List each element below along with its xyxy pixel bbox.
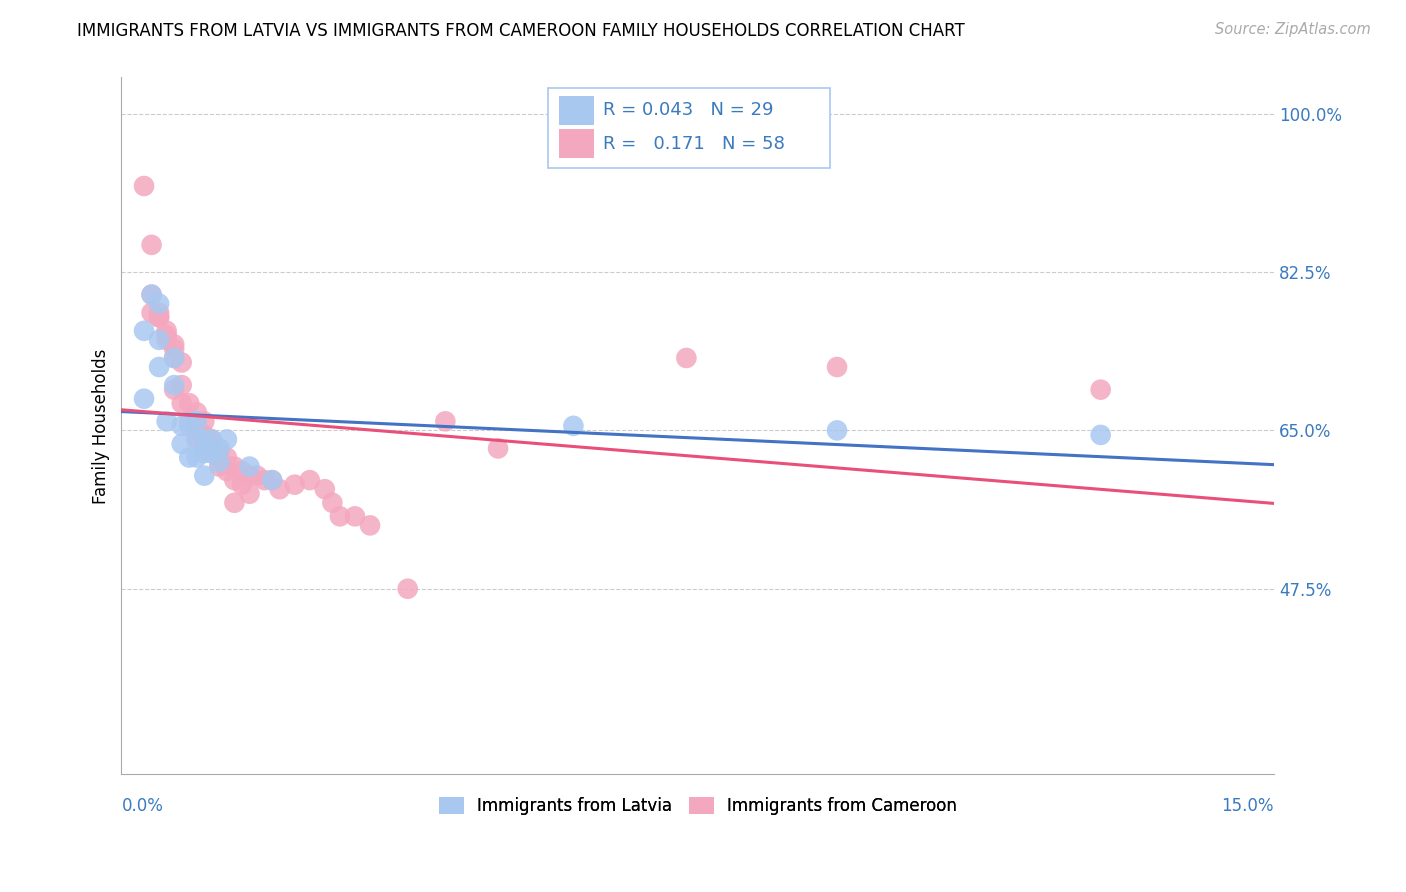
Point [321,496,343,510]
Point [186,418,208,433]
Text: Source: ZipAtlas.com: Source: ZipAtlas.com [1215,22,1371,37]
Point [562,418,585,433]
Point [208,442,231,456]
Point [246,468,269,483]
Point [186,433,208,447]
Point [193,468,215,483]
Point [215,433,238,447]
Point [193,433,215,447]
Point [141,287,163,301]
Point [208,450,231,465]
Point [186,405,208,419]
Point [675,351,697,365]
Point [224,459,246,474]
Point [156,328,179,343]
Point [170,378,193,392]
Point [148,310,170,325]
Point [238,468,260,483]
Point [163,378,186,392]
Point [238,487,260,501]
Point [201,437,224,451]
Point [170,396,193,410]
Point [170,355,193,369]
Point [231,477,253,491]
Point [201,433,224,447]
Point [201,446,224,460]
Point [170,418,193,433]
Text: 15.0%: 15.0% [1222,797,1274,815]
Point [132,179,155,194]
Point [163,351,186,365]
Point [231,464,253,478]
Point [343,509,366,524]
Point [1090,428,1112,442]
Point [314,482,336,496]
Point [224,473,246,487]
Point [148,359,170,374]
Point [329,509,352,524]
Point [396,582,419,596]
Point [148,296,170,310]
Point [193,414,215,428]
FancyBboxPatch shape [560,95,593,125]
Point [163,342,186,356]
Point [186,414,208,428]
Point [208,459,231,474]
Point [132,324,155,338]
Point [201,433,224,447]
Point [825,359,848,374]
Point [224,496,246,510]
Point [156,333,179,347]
Point [193,446,215,460]
Point [186,423,208,437]
Point [148,310,170,325]
Point [148,333,170,347]
Point [486,442,509,456]
Point [163,337,186,351]
Point [262,473,284,487]
Point [141,287,163,301]
Point [262,473,284,487]
Point [141,306,163,320]
Point [156,414,179,428]
Point [434,414,457,428]
Point [215,464,238,478]
Point [359,518,381,533]
Point [298,473,321,487]
Text: R =   0.171   N = 58: R = 0.171 N = 58 [603,135,785,153]
Point [825,423,848,437]
Point [1090,383,1112,397]
Text: IMMIGRANTS FROM LATVIA VS IMMIGRANTS FROM CAMEROON FAMILY HOUSEHOLDS CORRELATION: IMMIGRANTS FROM LATVIA VS IMMIGRANTS FRO… [77,22,965,40]
Point [170,437,193,451]
Point [193,428,215,442]
Point [179,418,201,433]
FancyBboxPatch shape [560,129,593,158]
Text: 0.0%: 0.0% [121,797,163,815]
Point [148,306,170,320]
Point [186,450,208,465]
Point [253,473,276,487]
Point [208,442,231,456]
Point [179,396,201,410]
Point [186,433,208,447]
Point [132,392,155,406]
Point [193,442,215,456]
Point [163,351,186,365]
Point [269,482,291,496]
Point [215,450,238,465]
Point [238,459,260,474]
Legend: Immigrants from Latvia, Immigrants from Cameroon: Immigrants from Latvia, Immigrants from … [432,790,963,822]
Point [156,324,179,338]
Text: R = 0.043   N = 29: R = 0.043 N = 29 [603,101,773,120]
Point [179,450,201,465]
Point [284,477,307,491]
Point [208,455,231,469]
FancyBboxPatch shape [548,88,830,168]
Y-axis label: Family Households: Family Households [93,348,110,504]
Point [141,238,163,252]
Point [179,414,201,428]
Point [201,446,224,460]
Point [163,383,186,397]
